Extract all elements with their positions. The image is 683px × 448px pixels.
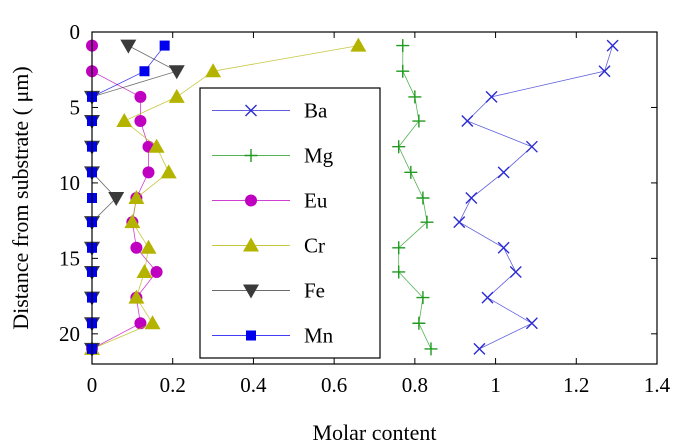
data-point-cr: [148, 138, 165, 153]
data-point-mg: [424, 342, 438, 356]
series-ba: [453, 39, 619, 355]
legend-box: [199, 87, 381, 359]
data-point-cr: [128, 190, 145, 204]
data-point-ba: [606, 39, 619, 52]
data-point-mg: [408, 90, 422, 104]
y-tick-label: 5: [70, 95, 81, 119]
data-point-ba: [497, 166, 510, 179]
y-tick-label: 20: [59, 322, 80, 346]
data-point-ba: [465, 192, 478, 204]
data-point-eu: [130, 241, 143, 254]
legend: Ba Mg Eu Cr Fe Mn: [199, 87, 381, 359]
data-point-cr: [350, 37, 367, 52]
legend-marker-mg: [244, 149, 258, 162]
legend-marker-ba: [245, 104, 257, 117]
plot-area-frame: [91, 31, 658, 365]
legend-label-ba: Ba: [304, 99, 328, 123]
legend-marker-mn: [246, 330, 256, 341]
data-point-fe: [120, 39, 137, 54]
data-point-mg: [412, 316, 426, 330]
data-point-mg: [416, 291, 430, 305]
data-point-cr: [205, 63, 222, 78]
x-tick-label: 0.4: [240, 373, 267, 397]
data-point-mn: [139, 66, 150, 77]
legend-label-mg: Mg: [304, 144, 334, 168]
y-axis-label: Distance from substrate ( μm): [8, 66, 33, 330]
x-tick-label: 0.2: [160, 373, 186, 397]
y-tick-label: 15: [59, 246, 80, 270]
data-point-mg: [392, 265, 406, 279]
x-tick-label: 0.6: [321, 373, 347, 397]
data-point-cr: [116, 113, 133, 128]
data-point-mg: [416, 191, 430, 205]
data-point-ba: [481, 291, 494, 304]
legend-label-fe: Fe: [304, 279, 325, 303]
data-point-cr: [136, 263, 153, 278]
series-line-ba: [458, 45, 613, 350]
data-point-cr: [160, 164, 177, 179]
data-point-cr: [140, 239, 157, 254]
data-point-mg: [396, 64, 410, 78]
data-point-ba: [473, 342, 486, 355]
data-point-mg: [420, 215, 434, 229]
data-point-ba: [485, 90, 498, 103]
x-tick-label: 0: [87, 373, 98, 397]
data-point-ba: [461, 115, 474, 128]
data-point-eu: [134, 115, 147, 128]
data-point-cr: [144, 315, 161, 330]
data-point-fe: [168, 65, 185, 80]
legend-label-cr: Cr: [304, 234, 325, 258]
data-point-ba: [497, 241, 510, 254]
data-point-eu: [134, 90, 147, 103]
series-cr: [84, 37, 367, 355]
y-tick-label: 0: [70, 20, 81, 44]
data-point-cr: [124, 214, 141, 229]
legend-label-mn: Mn: [304, 324, 334, 348]
data-point-ba: [525, 317, 538, 330]
series-mn: [87, 40, 170, 354]
series-mg: [392, 39, 438, 356]
data-point-mg: [392, 140, 406, 154]
data-point-cr: [128, 289, 145, 304]
data-point-mg: [392, 241, 406, 255]
data-point-ba: [509, 265, 522, 278]
data-point-mg: [396, 39, 410, 53]
x-tick-label: 1.2: [563, 373, 589, 397]
legend-label-eu: Eu: [304, 189, 328, 213]
axis-ticks: 0 0.2 0.4 0.6 0.8 1 1.2 1.4 0 5 10 15 20: [59, 20, 671, 397]
data-point-fe: [108, 192, 125, 206]
legend-marker-eu: [245, 194, 257, 207]
data-point-ba: [525, 140, 538, 153]
data-point-eu: [142, 166, 155, 179]
data-point-eu: [134, 317, 147, 330]
x-axis-label: Molar content: [312, 420, 436, 445]
data-point-mn: [159, 40, 170, 51]
series-line-mn: [91, 45, 165, 349]
y-tick-label: 10: [59, 171, 80, 195]
data-point-mg: [404, 165, 418, 179]
x-tick-label: 1.4: [644, 373, 671, 397]
data-point-mg: [412, 114, 426, 128]
legend-marker-fe: [243, 284, 259, 299]
data-point-ba: [598, 65, 611, 78]
data-point-eu: [150, 265, 163, 278]
x-tick-label: 0.8: [402, 373, 428, 397]
data-point-cr: [168, 88, 185, 103]
legend-marker-cr: [243, 237, 259, 252]
series-line-eu: [91, 45, 158, 350]
x-tick-label: 1: [490, 373, 501, 397]
data-point-ba: [453, 216, 466, 229]
